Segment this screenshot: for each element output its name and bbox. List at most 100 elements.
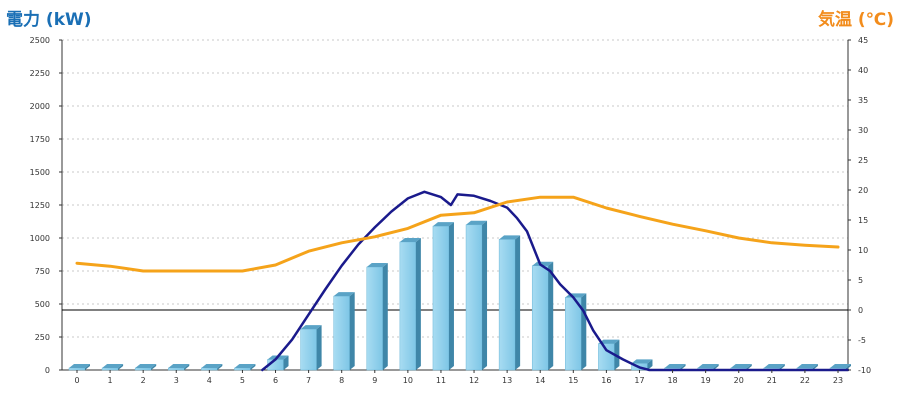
bar-12	[465, 220, 488, 371]
x-tick-label: 16	[601, 376, 611, 385]
bar-side	[382, 263, 388, 370]
bar-side	[283, 355, 289, 370]
bar-top	[168, 364, 190, 369]
bar-front	[366, 266, 384, 371]
x-tick-label: 15	[568, 376, 578, 385]
bar-side	[415, 237, 421, 370]
bar-10	[399, 237, 421, 371]
bar-side	[812, 364, 818, 370]
bar-side	[846, 364, 851, 370]
bar-top	[763, 364, 785, 369]
bar-top	[300, 325, 322, 330]
bar-side	[316, 325, 322, 370]
bar-front	[498, 239, 516, 371]
bar-15	[565, 293, 587, 371]
bar-top	[201, 364, 223, 369]
x-tick-label: 10	[403, 376, 413, 385]
right-tick-label: 30	[858, 126, 868, 135]
bar-side	[548, 261, 554, 370]
bar-front	[134, 367, 152, 371]
x-tick-label: 12	[469, 376, 479, 385]
bar-1	[101, 364, 124, 371]
right-tick-label: 0	[858, 306, 863, 315]
bar-front	[399, 241, 417, 371]
bar-top	[69, 364, 90, 369]
bar-side	[85, 364, 90, 370]
bar-top	[697, 364, 719, 369]
bar-top	[234, 364, 256, 369]
right-tick-label: -5	[858, 336, 866, 345]
bar-side	[217, 364, 223, 370]
left-tick-label: 1500	[30, 168, 50, 177]
bar-0	[68, 364, 90, 371]
bar-11	[432, 222, 454, 371]
right-tick-label: 20	[858, 186, 868, 195]
bar-side	[581, 293, 587, 370]
left-tick-label: 2250	[30, 69, 50, 78]
temperature-line	[75, 195, 840, 273]
right-tick-label: 35	[858, 96, 868, 105]
x-tick-label: 23	[833, 376, 843, 385]
power-line	[261, 190, 850, 372]
bar-side	[118, 364, 124, 370]
right-tick-label: 15	[858, 216, 868, 225]
bar-side	[250, 364, 256, 370]
bar-top	[830, 364, 851, 369]
bar-8	[333, 292, 355, 371]
x-tick-label: 0	[74, 376, 79, 385]
right-tick-label: -10	[858, 366, 871, 375]
x-tick-label: 9	[372, 376, 377, 385]
bar-14	[531, 261, 554, 371]
x-tick-label: 11	[436, 376, 446, 385]
bar-top	[664, 364, 686, 369]
bar-7	[300, 325, 322, 371]
bar-4	[201, 364, 223, 371]
left-tick-label: 500	[35, 300, 50, 309]
bar-side	[779, 364, 785, 370]
bar-front	[531, 265, 549, 371]
x-tick-label: 18	[667, 376, 677, 385]
left-tick-label: 2000	[30, 102, 50, 111]
left-tick-label: 0	[45, 366, 50, 375]
bar-front	[201, 367, 218, 371]
bar-top	[730, 364, 752, 369]
bar-13	[498, 235, 521, 371]
bar-top	[598, 339, 620, 344]
bar-5	[234, 364, 256, 371]
bar-2	[134, 364, 157, 371]
bar-16	[598, 339, 620, 371]
bar-side	[482, 220, 488, 370]
bar-front	[565, 297, 582, 371]
bar-top	[135, 364, 157, 369]
bar-top	[333, 292, 355, 297]
bar-front	[234, 367, 251, 371]
bar-top	[432, 222, 454, 227]
right-tick-label: 45	[858, 36, 868, 45]
x-tick-label: 5	[240, 376, 245, 385]
bar-front	[598, 343, 615, 371]
left-tick-label: 250	[35, 333, 50, 342]
bar-side	[647, 359, 653, 370]
x-tick-label: 17	[634, 376, 644, 385]
right-axis-title: 気温 (℃)	[817, 10, 894, 30]
bar-top	[796, 364, 818, 369]
bar-top	[366, 263, 388, 268]
bar-front	[68, 367, 86, 371]
bar-side	[151, 364, 157, 370]
x-tick-label: 20	[734, 376, 744, 385]
x-tick-label: 22	[800, 376, 810, 385]
bar-front	[101, 367, 119, 371]
bar-front	[432, 225, 450, 371]
left-tick-label: 1250	[30, 201, 50, 210]
bar-top	[102, 364, 124, 369]
bar-side	[680, 364, 686, 370]
bar-side	[184, 364, 190, 370]
bar-side	[349, 292, 355, 370]
bar-front	[333, 295, 350, 371]
bar-side	[713, 364, 719, 370]
x-tick-label: 1	[108, 376, 113, 385]
x-tick-label: 6	[273, 376, 278, 385]
x-tick-label: 4	[207, 376, 212, 385]
left-tick-label: 750	[35, 267, 50, 276]
